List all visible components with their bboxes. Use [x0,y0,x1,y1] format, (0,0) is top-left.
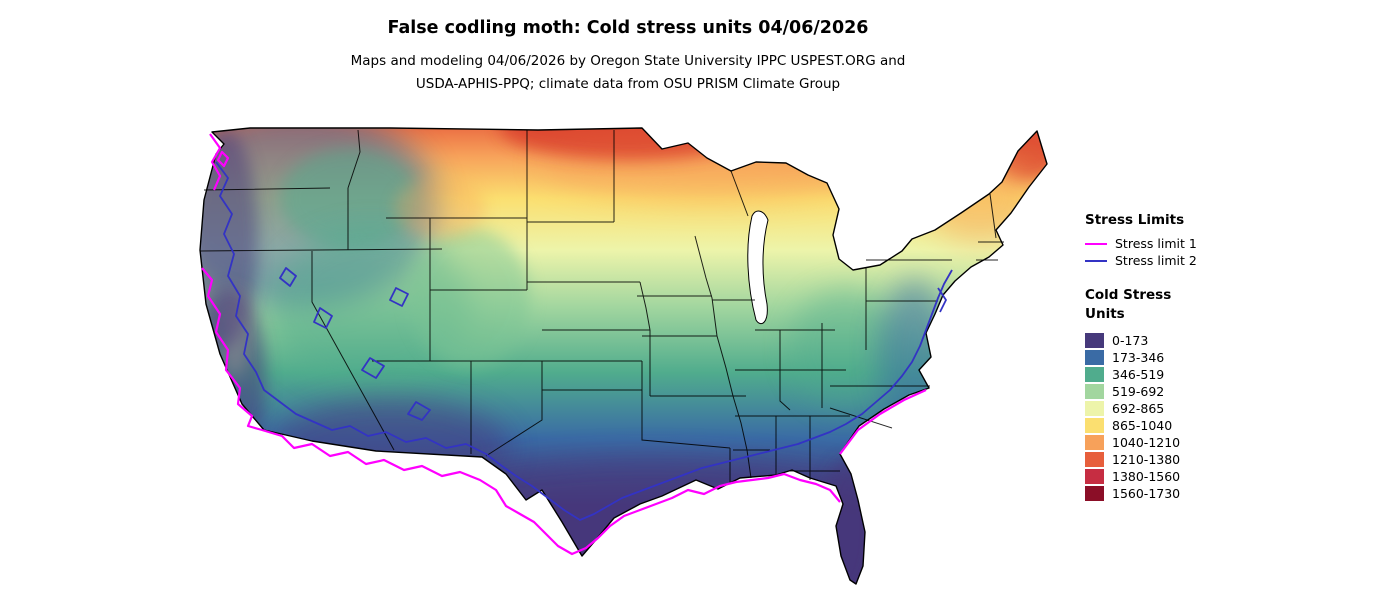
stress-limit-2-line-swatch [1085,259,1107,262]
csu-swatch-8 [1085,468,1104,484]
map-subtitle-line-1: Maps and modeling 04/06/2026 by Oregon S… [350,53,906,69]
legend-item-csu-2: 346-519 [1085,366,1225,383]
csu-label-9: 1560-1730 [1112,485,1181,501]
legend-item-stress-limit-1: Stress limit 1 [1085,235,1225,252]
legend-item-csu-7: 1210-1380 [1085,451,1225,468]
legend: Stress Limits Stress limit 1 Stress limi… [1085,212,1225,502]
legend-item-csu-5: 865-1040 [1085,417,1225,434]
us-map-container [190,118,1056,590]
stress-limit-1-label: Stress limit 1 [1115,236,1197,251]
stress-limit-2-contour [215,161,953,521]
csu-swatch-1 [1085,349,1104,365]
csu-label-4: 692-865 [1112,400,1165,416]
legend-item-csu-8: 1380-1560 [1085,468,1225,485]
csu-label-7: 1210-1380 [1112,451,1181,467]
legend-item-csu-1: 173-346 [1085,349,1225,366]
csu-swatch-9 [1085,485,1104,501]
legend-item-csu-0: 0-173 [1085,332,1225,349]
csu-swatch-4 [1085,400,1104,416]
stress-limit-1-contour [201,133,927,556]
csu-swatch-6 [1085,434,1104,450]
stress-limit-1-line-swatch [1085,242,1107,245]
legend-item-csu-9: 1560-1730 [1085,485,1225,502]
csu-swatch-0 [1085,332,1104,348]
state-borders [199,129,1004,483]
legend-item-csu-4: 692-865 [1085,400,1225,417]
chart-header: False codling moth: Cold stress units 04… [0,18,1256,96]
csu-label-0: 0-173 [1112,332,1149,348]
legend-item-stress-limit-2: Stress limit 2 [1085,252,1225,269]
lake-michigan [747,210,769,325]
csu-label-3: 519-692 [1112,383,1165,399]
us-map [199,127,1048,585]
csu-label-1: 173-346 [1112,349,1165,365]
csu-swatch-2 [1085,366,1104,382]
cold-stress-units-title: Cold Stress Units [1085,286,1225,324]
csu-swatch-7 [1085,451,1104,467]
map-subtitle: Maps and modeling 04/06/2026 by Oregon S… [0,50,1256,96]
csu-swatch-5 [1085,417,1104,433]
cold-stress-units-title-line-1: Cold Stress [1085,287,1172,303]
csu-label-2: 346-519 [1112,366,1165,382]
stress-limits-title: Stress Limits [1085,212,1185,228]
csu-label-5: 865-1040 [1112,417,1173,433]
cold-stress-units-title-line-2: Units [1085,305,1125,322]
csu-label-8: 1380-1560 [1112,468,1181,484]
cold-stress-raster [200,128,1047,584]
map-title: False codling moth: Cold stress units 04… [387,18,869,38]
csu-label-6: 1040-1210 [1112,434,1181,450]
legend-item-csu-6: 1040-1210 [1085,434,1225,451]
legend-item-csu-3: 519-692 [1085,383,1225,400]
us-outline [199,127,1048,585]
stress-limit-2-label: Stress limit 2 [1115,253,1197,268]
map-subtitle-line-2: USDA-APHIS-PPQ; climate data from OSU PR… [415,75,841,92]
csu-swatch-3 [1085,383,1104,399]
